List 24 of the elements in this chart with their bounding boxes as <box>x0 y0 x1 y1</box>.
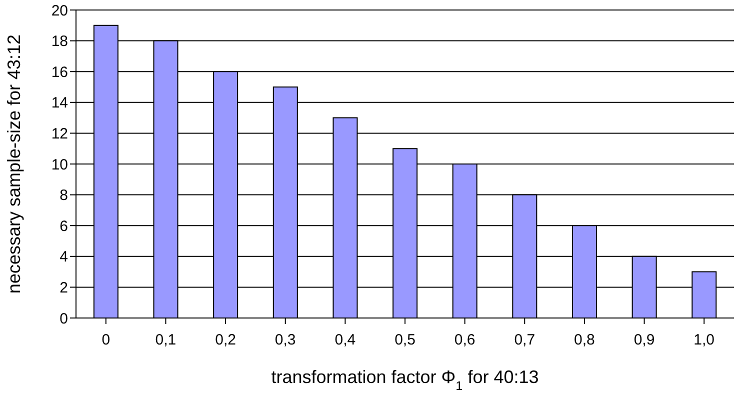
y-tick-label: 0 <box>60 310 68 328</box>
x-tick-label: 0,7 <box>514 332 536 349</box>
y-tick-label: 12 <box>51 126 68 143</box>
x-tick-label: 0,4 <box>334 332 356 349</box>
x-tick-label: 0 <box>102 332 110 349</box>
y-tick-label: 2 <box>60 280 68 297</box>
y-tick-label: 8 <box>60 187 68 204</box>
x-axis-title: transformation factor Φ$_{1}$ for 40:13 <box>271 367 539 393</box>
y-tick-label: 20 <box>51 2 68 20</box>
x-tick-label: 0,8 <box>574 332 595 349</box>
x-tick-label: 0,6 <box>454 332 476 349</box>
x-tick-label: 0,1 <box>155 332 176 349</box>
x-tick-label: 0,5 <box>394 332 416 349</box>
y-axis-title: necessary sample-size for 43:12 <box>4 34 24 294</box>
x-tick-label: 0,2 <box>215 332 236 349</box>
y-tick-label: 16 <box>51 64 68 81</box>
y-tick-label: 14 <box>51 94 68 112</box>
x-tick-label: 0,9 <box>634 332 655 349</box>
x-tick-label: 1,0 <box>694 332 715 349</box>
y-tick-label: 6 <box>60 218 68 235</box>
y-tick-label: 10 <box>51 156 68 174</box>
y-tick-label: 18 <box>51 33 68 50</box>
x-tick-label: 0,3 <box>274 332 296 349</box>
y-tick-label: 4 <box>60 248 68 266</box>
